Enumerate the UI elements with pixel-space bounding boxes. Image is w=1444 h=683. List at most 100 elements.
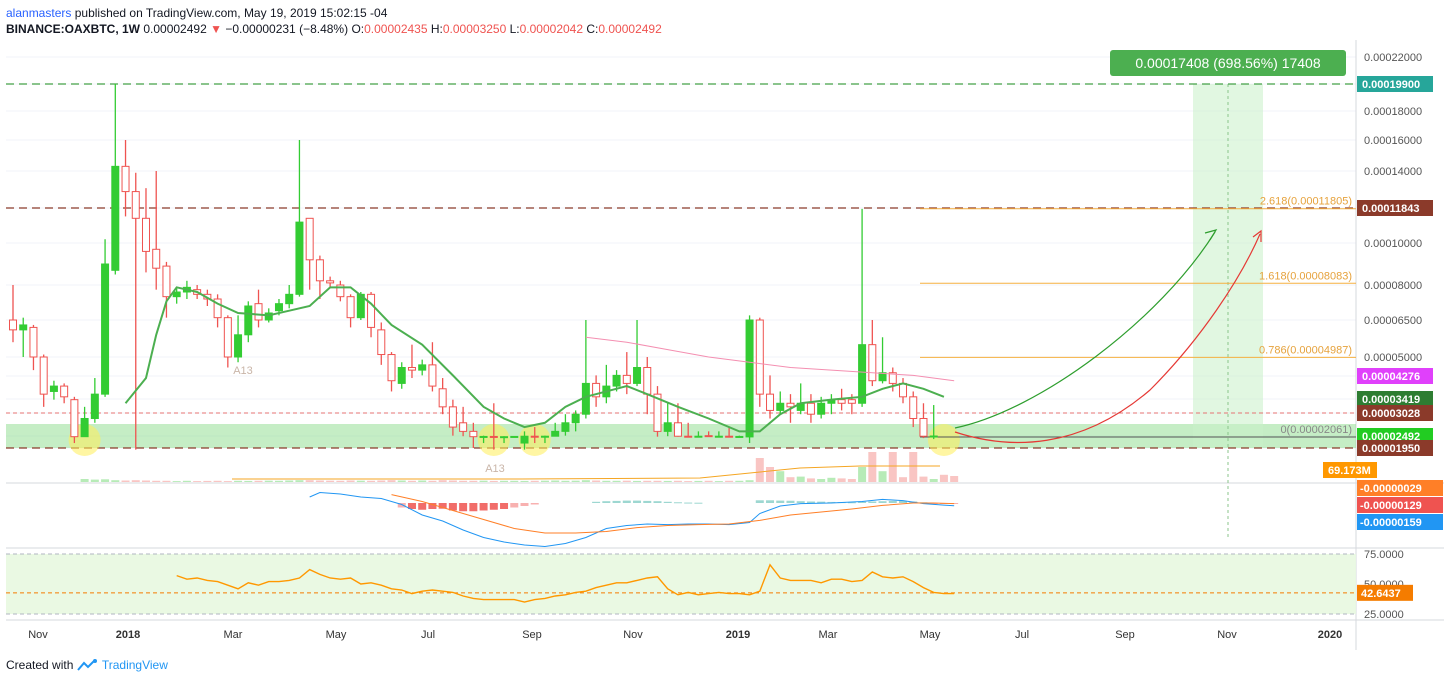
volume-bar xyxy=(264,480,273,482)
time-tick-label: May xyxy=(920,629,941,641)
price-tick-label: 0.00014000 xyxy=(1364,166,1422,178)
volume-bar xyxy=(356,480,365,482)
volume-bar xyxy=(326,480,335,482)
volume-bar xyxy=(540,480,549,482)
volume-bar xyxy=(939,474,948,482)
candle-body xyxy=(633,366,642,384)
macd-hist-bar xyxy=(428,503,437,509)
price-tick-label: 0.00022000 xyxy=(1364,52,1422,64)
candle-body xyxy=(336,284,345,298)
macd-hist-bar xyxy=(888,500,897,503)
price-tick-label: 0.00008000 xyxy=(1364,280,1422,292)
bear-projection-line xyxy=(954,233,1261,444)
volume-bar xyxy=(755,458,764,482)
candle-body xyxy=(213,298,222,319)
candle-body xyxy=(571,413,580,424)
price-label-text: 0.00003419 xyxy=(1362,394,1420,406)
macd-hist-bar xyxy=(448,503,457,511)
volume-bar xyxy=(581,480,590,482)
price-tick-label: 0.00006500 xyxy=(1364,315,1422,327)
volume-bar xyxy=(622,480,631,482)
macd-panel xyxy=(309,491,959,548)
fib-label: 2.618(0.00011805) xyxy=(1260,196,1352,208)
candle-body xyxy=(653,393,662,432)
bear-arrow-icon xyxy=(1252,229,1262,242)
volume-bar xyxy=(786,477,795,482)
fib-label: 0.786(0.00004987) xyxy=(1259,344,1352,356)
rsi-panel xyxy=(6,553,1356,615)
candle-body xyxy=(121,165,130,193)
volume-bar xyxy=(367,480,376,482)
candle-body xyxy=(837,399,846,404)
candle-body xyxy=(223,317,232,358)
volume-bar xyxy=(295,480,304,482)
tradingview-logo-icon xyxy=(76,659,97,671)
candle-body xyxy=(387,354,396,382)
candle-body xyxy=(29,326,38,358)
time-tick-label: Jul xyxy=(1015,629,1029,641)
volume-bar xyxy=(397,480,406,482)
publish-line: alanmasters published on TradingView.com… xyxy=(6,5,662,21)
candle-body xyxy=(101,263,110,395)
volume-bar xyxy=(387,480,396,482)
candle-body xyxy=(909,396,918,419)
projections: 0.00017408 (698.56%) 17408 xyxy=(954,50,1346,444)
volume-bar xyxy=(899,477,908,482)
macd-hist-bar xyxy=(459,503,468,512)
volume-bar xyxy=(428,480,437,482)
candle-body xyxy=(305,217,314,261)
volume-bar xyxy=(592,480,601,482)
open-value: 0.00002435 xyxy=(364,22,428,36)
candle-body xyxy=(673,422,682,437)
volume-bar xyxy=(612,480,621,482)
moving-averages xyxy=(124,286,955,433)
volume-bar xyxy=(745,480,754,482)
macd-hist-bar xyxy=(673,502,682,504)
macd-hist-bar xyxy=(868,501,877,503)
candle-body xyxy=(888,372,897,384)
macd-hist-bar xyxy=(397,503,406,508)
volume-bar xyxy=(766,467,775,482)
volume-bar xyxy=(806,478,815,482)
bull-projection-line xyxy=(954,231,1216,429)
candle-body xyxy=(418,364,427,371)
candle-body xyxy=(264,312,273,321)
macd-hist-bar xyxy=(817,501,826,503)
candle-body xyxy=(60,385,69,398)
macd-hist-bar xyxy=(500,503,509,509)
volume-bar xyxy=(234,480,243,482)
measure-box xyxy=(1110,50,1346,76)
candle-body xyxy=(684,435,693,438)
created-with-text: Created with xyxy=(6,658,74,672)
macd-hist-bar xyxy=(878,501,887,503)
time-tick-label: 2018 xyxy=(116,629,140,641)
volume-bar xyxy=(489,480,498,482)
time-tick-label: Nov xyxy=(623,629,643,641)
time-tick-label: Mar xyxy=(819,629,838,641)
sma-line xyxy=(585,336,955,382)
rsi-band xyxy=(6,554,1356,614)
rsi-tick-label: 25.0000 xyxy=(1364,609,1404,621)
candle-body xyxy=(90,393,99,419)
candle-body xyxy=(899,382,908,398)
tradingview-brand[interactable]: TradingView xyxy=(101,658,168,672)
macd-hist-bar xyxy=(510,503,519,508)
macd-hist-bar xyxy=(612,500,621,503)
volume-bar xyxy=(479,480,488,482)
low-highlight xyxy=(927,424,960,456)
volume-ma-line xyxy=(232,465,940,480)
volume-bar xyxy=(162,480,171,482)
candle-body xyxy=(540,435,549,438)
candle-body xyxy=(70,399,79,438)
candle-body xyxy=(766,393,775,411)
candle-body xyxy=(162,265,171,298)
macd-hist-bar xyxy=(622,500,631,503)
author-link[interactable]: alanmasters xyxy=(6,6,72,20)
rsi-label-box xyxy=(1357,584,1413,601)
symbol-label: BINANCE:OAXBTC, 1W xyxy=(6,22,140,36)
volume-bar xyxy=(776,471,785,482)
candle-body xyxy=(131,191,140,219)
volume-bar xyxy=(684,481,693,482)
fib-label: 1.618(0.00008083) xyxy=(1259,270,1352,282)
